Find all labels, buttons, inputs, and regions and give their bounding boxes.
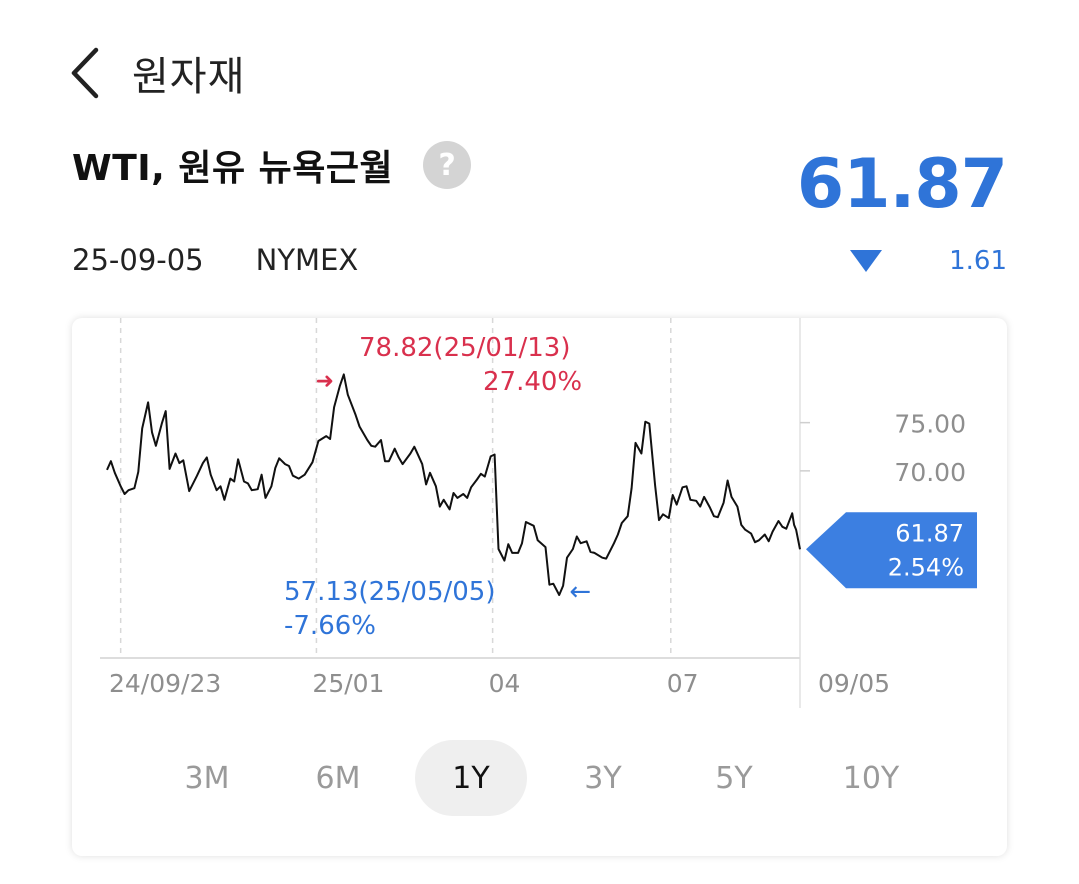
quote-date: 25-09-05 <box>72 243 204 277</box>
current-price-tag-pct: 2.54% <box>888 553 964 581</box>
chart-grid <box>100 318 810 708</box>
down-triangle-icon <box>850 250 882 272</box>
exchange-name: NYMEX <box>255 243 359 277</box>
x-tick-label: 07 <box>667 669 699 698</box>
help-icon[interactable]: ? <box>423 141 472 189</box>
y-tick-label: 75.00 <box>894 410 966 439</box>
high-pct-label: 27.40% <box>483 367 582 397</box>
x-tick-label: 25/01 <box>312 669 384 698</box>
x-tick-label: 04 <box>489 669 521 698</box>
chart-labels: 75.00 70.00 24/09/23 25/01 04 07 09/05 78.82(25… <box>109 333 977 698</box>
back-button[interactable] <box>62 44 110 102</box>
x-tick-label: 09/05 <box>818 669 890 698</box>
price-line-layer <box>106 373 801 596</box>
period-button-1y[interactable]: 1Y <box>415 740 527 816</box>
high-value-label: 78.82(25/01/13) <box>359 333 571 363</box>
low-value-label: 57.13(25/05/05) <box>284 577 496 607</box>
low-arrow-icon: ← <box>569 577 591 607</box>
chevron-left-icon <box>71 47 99 99</box>
current-price: 61.87 <box>796 145 1008 224</box>
app-header: 원자재 <box>0 0 1079 120</box>
low-pct-label: -7.66% <box>284 611 376 641</box>
period-button-6m[interactable]: 6M <box>315 760 361 796</box>
period-button-3m[interactable]: 3M <box>184 760 230 796</box>
current-price-tag <box>806 512 977 589</box>
period-button-3y[interactable]: 3Y <box>584 760 622 796</box>
chart-card: 75.00 70.00 24/09/23 25/01 04 07 09/05 78.82(25… <box>72 318 1007 856</box>
period-button-5y[interactable]: 5Y <box>715 760 753 796</box>
instrument-name-row: WTI, 원유 뉴욕근월 ? <box>72 140 472 190</box>
high-arrow-icon: ➜ <box>315 369 333 394</box>
price-chart: 75.00 70.00 24/09/23 25/01 04 07 09/05 78.82(25… <box>100 318 977 708</box>
price-change: 1.61 <box>949 246 1007 276</box>
price-series-line <box>106 373 801 596</box>
current-price-tag-value: 61.87 <box>895 519 964 547</box>
y-tick-label: 70.00 <box>894 458 966 487</box>
quote-meta: 25-09-05 NYMEX <box>72 243 358 277</box>
period-selector: 3M 6M 1Y 3Y 5Y 10Y <box>140 740 940 816</box>
page-title: 원자재 <box>132 54 246 100</box>
instrument-name: WTI, 원유 뉴욕근월 <box>72 148 394 189</box>
period-button-10y[interactable]: 10Y <box>842 760 900 796</box>
x-tick-label: 24/09/23 <box>109 669 221 698</box>
